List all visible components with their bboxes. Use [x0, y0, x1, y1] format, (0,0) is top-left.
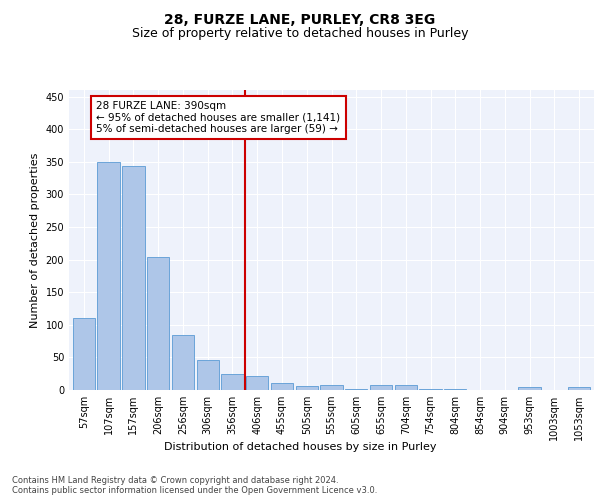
Bar [320, 385, 343, 390]
Text: 28 FURZE LANE: 390sqm
← 95% of detached houses are smaller (1,141)
5% of semi-de: 28 FURZE LANE: 390sqm ← 95% of detached … [96, 101, 340, 134]
Text: Distribution of detached houses by size in Purley: Distribution of detached houses by size … [164, 442, 436, 452]
Bar [271, 383, 293, 390]
Bar [221, 374, 244, 390]
Bar [97, 162, 120, 390]
Bar [419, 388, 442, 390]
Bar [444, 388, 466, 390]
Bar [395, 385, 417, 390]
Bar [172, 334, 194, 390]
Bar [568, 388, 590, 390]
Bar [296, 386, 318, 390]
Bar [147, 257, 169, 390]
Y-axis label: Number of detached properties: Number of detached properties [30, 152, 40, 328]
Text: Size of property relative to detached houses in Purley: Size of property relative to detached ho… [132, 28, 468, 40]
Bar [122, 166, 145, 390]
Bar [518, 388, 541, 390]
Bar [345, 388, 367, 390]
Bar [197, 360, 219, 390]
Text: 28, FURZE LANE, PURLEY, CR8 3EG: 28, FURZE LANE, PURLEY, CR8 3EG [164, 12, 436, 26]
Bar [246, 376, 268, 390]
Text: Contains HM Land Registry data © Crown copyright and database right 2024.
Contai: Contains HM Land Registry data © Crown c… [12, 476, 377, 495]
Bar [73, 318, 95, 390]
Bar [370, 385, 392, 390]
